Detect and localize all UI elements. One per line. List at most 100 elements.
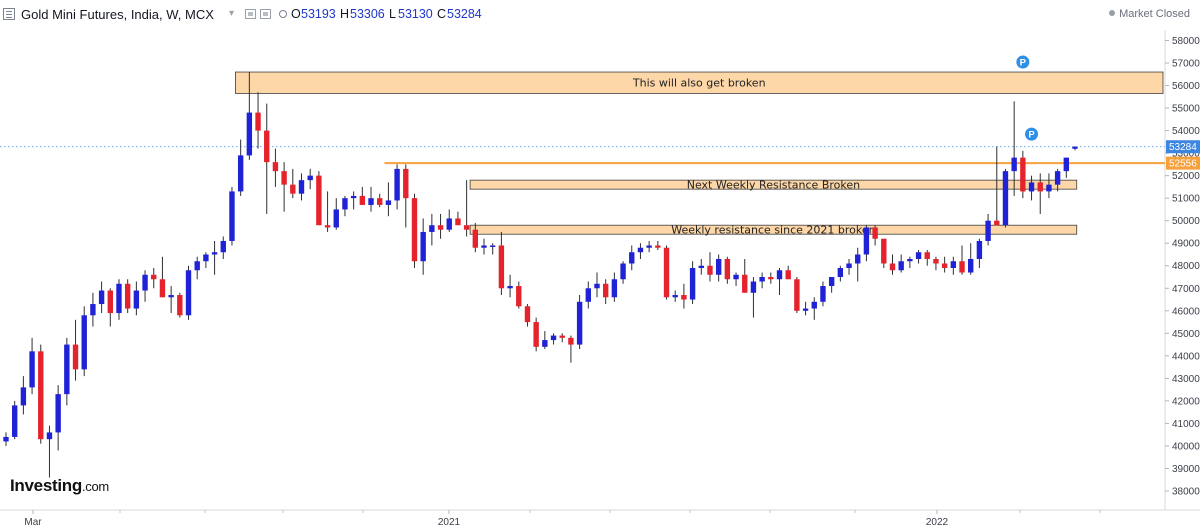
market-status-text: Market Closed bbox=[1119, 8, 1190, 20]
candle-body bbox=[368, 198, 374, 205]
candle-body bbox=[576, 301, 583, 345]
candle-body bbox=[820, 286, 826, 302]
candle-body bbox=[1054, 171, 1061, 185]
candle-body bbox=[855, 254, 861, 264]
open-value: 53193 bbox=[301, 7, 336, 21]
resistance-zone bbox=[469, 179, 1078, 190]
candle-body bbox=[994, 220, 1000, 226]
line-price-label: 52556 bbox=[1169, 159, 1197, 170]
candle-body bbox=[898, 261, 904, 271]
high-value: 53306 bbox=[350, 7, 385, 21]
candle-body bbox=[924, 252, 930, 259]
y-tick-label: 53000 bbox=[1172, 149, 1200, 160]
candle-body bbox=[446, 218, 452, 230]
candle-body bbox=[933, 258, 939, 264]
symbol-title: Gold Mini Futures, India, W, MCX bbox=[21, 7, 214, 22]
candle-body bbox=[828, 277, 835, 287]
zone-label: This will also get broken bbox=[632, 77, 766, 90]
candle-body bbox=[941, 263, 948, 268]
last-price-tag bbox=[1166, 140, 1200, 154]
candle-body bbox=[1046, 184, 1052, 192]
candle-body bbox=[846, 263, 852, 268]
candle-body bbox=[959, 261, 965, 273]
chevron-down-icon[interactable]: ▾ bbox=[229, 8, 235, 19]
pivot-marker-label: P bbox=[1028, 130, 1035, 141]
chart-header: Gold Mini Futures, India, W, MCX ▾ O 531… bbox=[0, 0, 1200, 30]
candle-body bbox=[768, 277, 774, 280]
candle-body bbox=[1063, 157, 1070, 172]
candle-body bbox=[11, 405, 18, 437]
candle-body bbox=[594, 283, 600, 289]
candle-body bbox=[611, 279, 618, 298]
candle-body bbox=[333, 209, 339, 228]
candle-body bbox=[1020, 157, 1026, 192]
zone-label: Next Weekly Resistance Broken bbox=[687, 179, 860, 192]
candle-body bbox=[220, 240, 226, 253]
candle-body bbox=[915, 252, 922, 259]
candle-body bbox=[377, 198, 383, 205]
candle-body bbox=[342, 198, 348, 210]
candle-body bbox=[272, 162, 279, 172]
candle-body bbox=[38, 351, 44, 440]
candle-body bbox=[524, 306, 531, 323]
candle-body bbox=[794, 279, 800, 311]
market-status: Market Closed bbox=[1109, 8, 1190, 20]
y-tick-label: 51000 bbox=[1172, 194, 1200, 205]
candle-body bbox=[672, 295, 678, 298]
candle-body bbox=[237, 155, 244, 192]
high-label: H bbox=[340, 7, 350, 21]
candle-body bbox=[976, 240, 983, 259]
candle-body bbox=[281, 171, 287, 185]
candle-body bbox=[498, 245, 505, 289]
candle-body bbox=[298, 180, 305, 194]
candle-body bbox=[950, 261, 957, 268]
compare-icon[interactable] bbox=[245, 9, 256, 19]
candle-body bbox=[98, 290, 105, 305]
settings-icon[interactable] bbox=[260, 9, 271, 19]
investing-logo: Investing.com bbox=[10, 476, 109, 496]
candle-body bbox=[568, 337, 574, 345]
y-tick-label: 45000 bbox=[1172, 329, 1200, 340]
candle-body bbox=[211, 252, 218, 255]
candle-body bbox=[316, 175, 322, 226]
candle-body bbox=[1011, 157, 1017, 172]
symbol-icon[interactable] bbox=[3, 8, 15, 20]
candle-body bbox=[72, 344, 79, 370]
candle-body bbox=[429, 225, 435, 232]
candle-body bbox=[490, 245, 496, 247]
candle-body bbox=[472, 229, 479, 248]
y-tick-label: 44000 bbox=[1172, 351, 1200, 362]
candle-body bbox=[3, 436, 9, 442]
candle-body bbox=[533, 322, 539, 347]
y-tick-label: 55000 bbox=[1172, 104, 1200, 115]
pivot-marker bbox=[1025, 127, 1039, 141]
candle-body bbox=[394, 168, 400, 201]
candle-body bbox=[663, 247, 670, 298]
candle-body bbox=[602, 283, 609, 298]
candle-body bbox=[168, 295, 174, 298]
close-label: C bbox=[437, 7, 447, 21]
last-price-label: 53284 bbox=[1169, 142, 1197, 153]
y-tick-label: 38000 bbox=[1172, 486, 1200, 497]
y-tick-label: 48000 bbox=[1172, 261, 1200, 272]
y-tick-label: 54000 bbox=[1172, 126, 1200, 137]
candle-body bbox=[863, 227, 870, 255]
candle-body bbox=[1037, 182, 1043, 192]
y-tick-label: 39000 bbox=[1172, 464, 1200, 475]
candle-body bbox=[159, 279, 166, 298]
candle-body bbox=[889, 263, 896, 271]
candle-body bbox=[542, 340, 548, 347]
candle-body bbox=[985, 220, 991, 241]
candle-body bbox=[620, 263, 626, 280]
candle-body bbox=[29, 351, 35, 388]
low-value: 53130 bbox=[398, 7, 433, 21]
candle-body bbox=[350, 195, 357, 199]
y-tick-label: 49000 bbox=[1172, 239, 1200, 250]
candle-body bbox=[437, 225, 444, 230]
candle-body bbox=[307, 175, 313, 181]
candle-body bbox=[715, 258, 722, 275]
candle-body bbox=[359, 195, 366, 205]
candle-body bbox=[107, 290, 113, 314]
candle-body bbox=[194, 261, 200, 271]
